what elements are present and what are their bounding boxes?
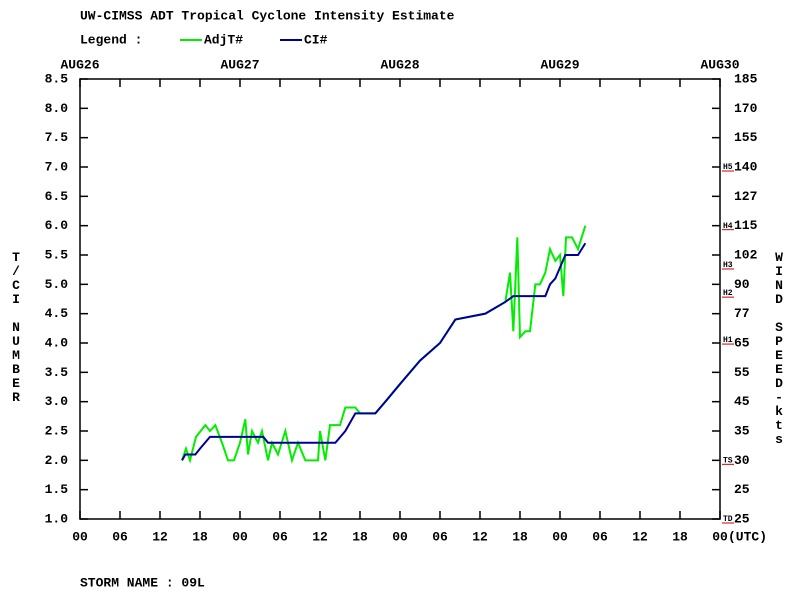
y-tick-label: 6.5: [45, 189, 69, 204]
data-line: [181, 225, 587, 464]
y-tick-label: 5.0: [45, 277, 69, 292]
y-tick-label: 8.5: [45, 71, 69, 86]
legend-entry: AdjT#: [204, 32, 243, 47]
x-tick-label: 06: [272, 529, 288, 544]
y-tick-label: 1.5: [45, 482, 69, 497]
y2-tick-label: 140: [734, 159, 758, 174]
y2-tick-label: 170: [734, 101, 758, 116]
x-tick-label: 12: [632, 529, 648, 544]
category-marker-label: H5: [723, 163, 733, 172]
date-label: AUG27: [220, 57, 259, 72]
category-marker-label: H3: [723, 261, 733, 270]
y-tick-label: 3.0: [45, 394, 69, 409]
x-tick-label: 06: [112, 529, 128, 544]
date-label: AUG29: [540, 57, 579, 72]
y-tick-label: 7.0: [45, 159, 69, 174]
y-tick-label: 2.0: [45, 453, 69, 468]
y-tick-label: 2.5: [45, 423, 69, 438]
chart-title: UW-CIMSS ADT Tropical Cyclone Intensity …: [80, 8, 455, 23]
x-tick-label: 12: [152, 529, 168, 544]
x-tick-label: 12: [312, 529, 328, 544]
y2-tick-label: 30: [734, 453, 750, 468]
x-tick-label: 00: [232, 529, 248, 544]
y2-tick-label: 127: [734, 189, 757, 204]
y2-tick-label: 102: [734, 247, 758, 262]
x-tick-label: 18: [512, 529, 528, 544]
y2-tick-label: 45: [734, 394, 750, 409]
x-tick-label: 00: [72, 529, 88, 544]
y-axis-label: T/CI NUMBER: [9, 250, 24, 404]
y2-tick-label: 25: [734, 482, 750, 497]
y-tick-label: 4.5: [45, 306, 69, 321]
category-marker-label: H1: [723, 336, 733, 345]
x-tick-label: 06: [432, 529, 448, 544]
y2-tick-label: 35: [734, 423, 750, 438]
y-tick-label: 7.5: [45, 130, 69, 145]
y2-tick-label: 185: [734, 71, 758, 86]
x-tick-label: 00: [392, 529, 408, 544]
y-tick-label: 3.5: [45, 365, 69, 380]
y2-axis-label: WIND SPEED-kts: [772, 250, 787, 446]
x-tick-label: 00: [552, 529, 568, 544]
x-tick-label: 18: [672, 529, 688, 544]
y2-tick-label: 155: [734, 130, 758, 145]
legend-entry: CI#: [304, 32, 328, 47]
x-tick-label: 12: [472, 529, 488, 544]
y-tick-label: 6.0: [45, 218, 69, 233]
y-tick-label: 4.0: [45, 335, 69, 350]
date-label: AUG28: [380, 57, 419, 72]
category-marker-label: H4: [723, 222, 733, 231]
y2-tick-label: 90: [734, 277, 750, 292]
y2-tick-label: 77: [734, 306, 750, 321]
date-label: AUG30: [700, 57, 739, 72]
x-tick-label: 18: [192, 529, 208, 544]
x-tick-label: 06: [592, 529, 608, 544]
legend-label: Legend :: [80, 32, 142, 47]
y-tick-label: 1.0: [45, 511, 69, 526]
data-line: [181, 242, 587, 461]
y2-tick-label: 25: [734, 511, 750, 526]
category-marker-label: TS: [723, 456, 733, 465]
x-tick-label: 18: [352, 529, 368, 544]
y2-tick-label: 115: [734, 218, 758, 233]
category-marker-label: H2: [723, 289, 733, 298]
date-label: AUG26: [60, 57, 99, 72]
y-tick-label: 5.5: [45, 247, 69, 262]
category-marker-label: TD: [723, 515, 733, 524]
y-tick-label: 8.0: [45, 101, 69, 116]
x-unit: (UTC): [728, 529, 767, 544]
x-tick-label: 00: [712, 529, 728, 544]
footer: STORM NAME : 09L: [80, 575, 205, 590]
y2-tick-label: 55: [734, 365, 750, 380]
y2-tick-label: 65: [734, 335, 750, 350]
